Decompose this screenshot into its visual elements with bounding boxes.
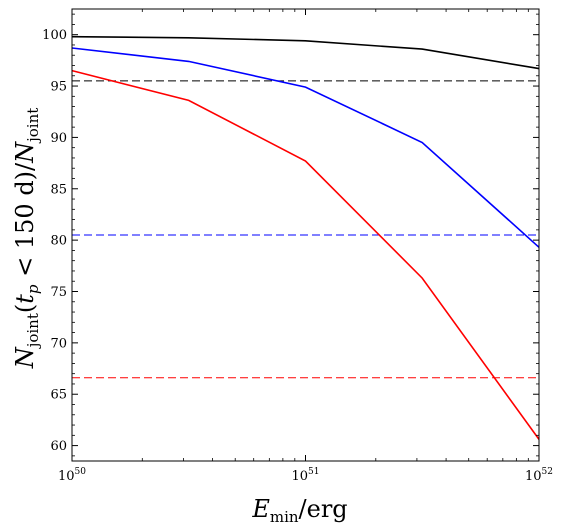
y-axis-label: Njoint(tp < 150 d)/Njoint (11, 108, 42, 370)
y-tick-label: 85 (50, 182, 67, 197)
series-line-3 (71, 69, 540, 440)
tick-labels: 60 65 70 75 80 85 90 95 100 1050 1051 1052 (42, 28, 553, 484)
y-tick-label: 60 (50, 439, 67, 454)
series-line-2 (71, 47, 540, 248)
y-tick-label: 95 (50, 80, 67, 95)
y-tick-label: 90 (50, 131, 67, 146)
x-tick-label: 1050 (58, 467, 86, 484)
axis-ticks (71, 9, 540, 461)
x-tick-label: 1051 (292, 467, 320, 484)
y-tick-label: 70 (50, 336, 67, 351)
series-line-1 (71, 35, 540, 70)
plot-area (71, 35, 540, 440)
y-tick-label: 65 (50, 388, 67, 403)
y-tick-label: 80 (50, 234, 67, 249)
x-axis-label: Emin/erg (251, 495, 347, 526)
y-tick-label: 100 (42, 28, 67, 43)
y-tick-label: 75 (50, 285, 67, 300)
x-tick-label: 1052 (525, 467, 553, 484)
